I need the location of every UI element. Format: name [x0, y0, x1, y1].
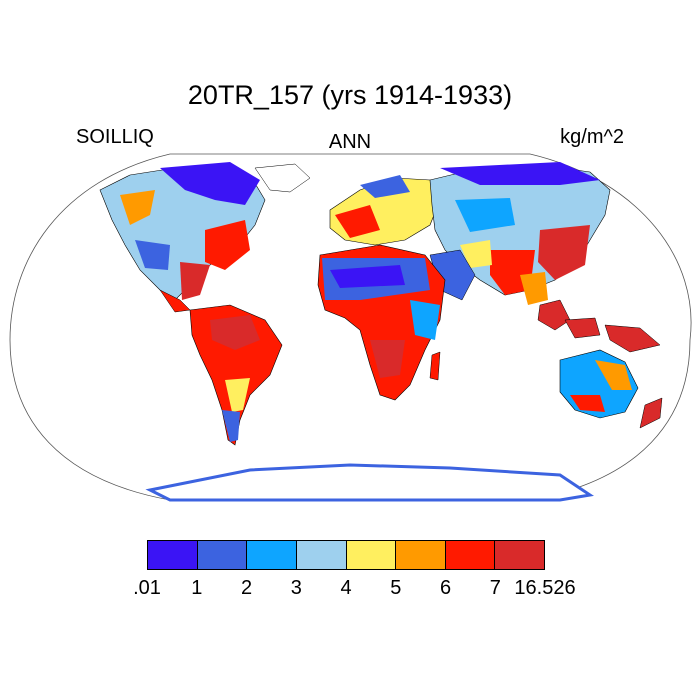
south-america-region	[189, 304, 283, 446]
asia-region	[429, 162, 611, 305]
colorbar-swatch	[346, 541, 397, 569]
new-zealand-region	[639, 397, 663, 429]
antarctica-region	[145, 463, 594, 502]
season-label: ANN	[328, 131, 372, 153]
colorbar-swatch	[445, 541, 496, 569]
colorbar	[147, 540, 545, 570]
units-label: kg/m^2	[560, 126, 624, 148]
colorbar-tick-label: 3	[290, 577, 302, 599]
colorbar-tick-label: .01	[133, 577, 161, 599]
colorbar-swatch	[197, 541, 248, 569]
australia-region	[559, 349, 639, 419]
colorbar-swatch	[495, 541, 544, 569]
europe-region	[329, 175, 441, 246]
colorbar-tick-label: 2	[240, 577, 253, 599]
north-america-region	[99, 162, 266, 313]
plot-title: 20TR_157 (yrs 1914-1933)	[187, 80, 513, 110]
colorbar-labels: .01 1 2 3 4 5 6 7 16.526	[0, 577, 700, 601]
colorbar-swatch	[296, 541, 347, 569]
variable-label: SOILLIQ	[76, 126, 154, 148]
colorbar-swatch	[247, 541, 297, 569]
colorbar-tick-label: 4	[340, 577, 352, 599]
colorbar-swatch	[396, 541, 446, 569]
colorbar-tick-label: 1	[191, 577, 203, 599]
africa-region	[317, 244, 446, 401]
madagascar-region	[429, 351, 441, 381]
southeast-asia-islands	[537, 299, 661, 353]
colorbar-tick-label: 6	[439, 577, 452, 599]
greenland-region	[254, 163, 311, 193]
colorbar-tick-label: 16.526	[514, 577, 576, 599]
colorbar-swatch	[148, 541, 198, 569]
colorbar-tick-label: 7	[489, 577, 501, 599]
colorbar-tick-label: 5	[390, 577, 402, 599]
